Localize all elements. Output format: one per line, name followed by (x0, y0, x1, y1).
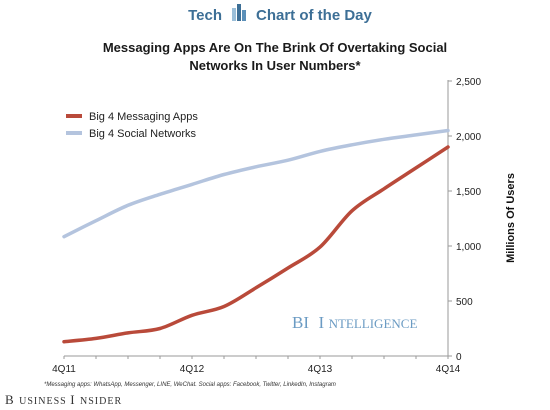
chart-title-line1: Messaging Apps Are On The Brink Of Overt… (103, 40, 447, 55)
y-tick-label: 2,500 (456, 77, 481, 88)
y-tick-label: 2,000 (456, 132, 481, 143)
legend: Big 4 Messaging Apps Big 4 Social Networ… (66, 111, 198, 140)
footnote: *Messaging apps: WhatsApp, Messenger, LI… (44, 382, 336, 388)
x-tick-label: 4Q12 (180, 364, 205, 375)
y-tick-label: 1,500 (456, 187, 481, 198)
legend-label-social: Big 4 Social Networks (89, 128, 196, 140)
series-group (62, 128, 450, 344)
chart-logo-icon (232, 4, 246, 21)
business-insider-logo: B USINESS I NSIDER (5, 391, 122, 408)
y-tick-label: 1,000 (456, 242, 481, 253)
x-ticks-group: 4Q11 4Q12 4Q13 4Q14 (52, 356, 461, 375)
x-tick-label: 4Q11 (52, 364, 76, 375)
brand-tech-label: Tech (188, 7, 222, 24)
y-tick-label: 500 (456, 297, 473, 308)
y-axis-label: Millions Of Users (505, 173, 517, 263)
series-line-messaging (62, 145, 450, 344)
chart-title-line2: Networks In User Numbers* (189, 58, 361, 73)
bi-intelligence-watermark: BI I NTELLIGENCE (292, 313, 417, 332)
y-ticks-group: 0 500 1,000 1,500 2,000 2,500 (448, 77, 481, 363)
x-tick-label: 4Q14 (436, 364, 461, 375)
x-tick-label: 4Q13 (308, 364, 333, 375)
legend-label-messaging: Big 4 Messaging Apps (89, 111, 198, 123)
brand-chart-of-the-day-label: Chart of the Day (256, 7, 373, 24)
y-tick-label: 0 (456, 352, 462, 363)
series-line-social (62, 128, 450, 239)
